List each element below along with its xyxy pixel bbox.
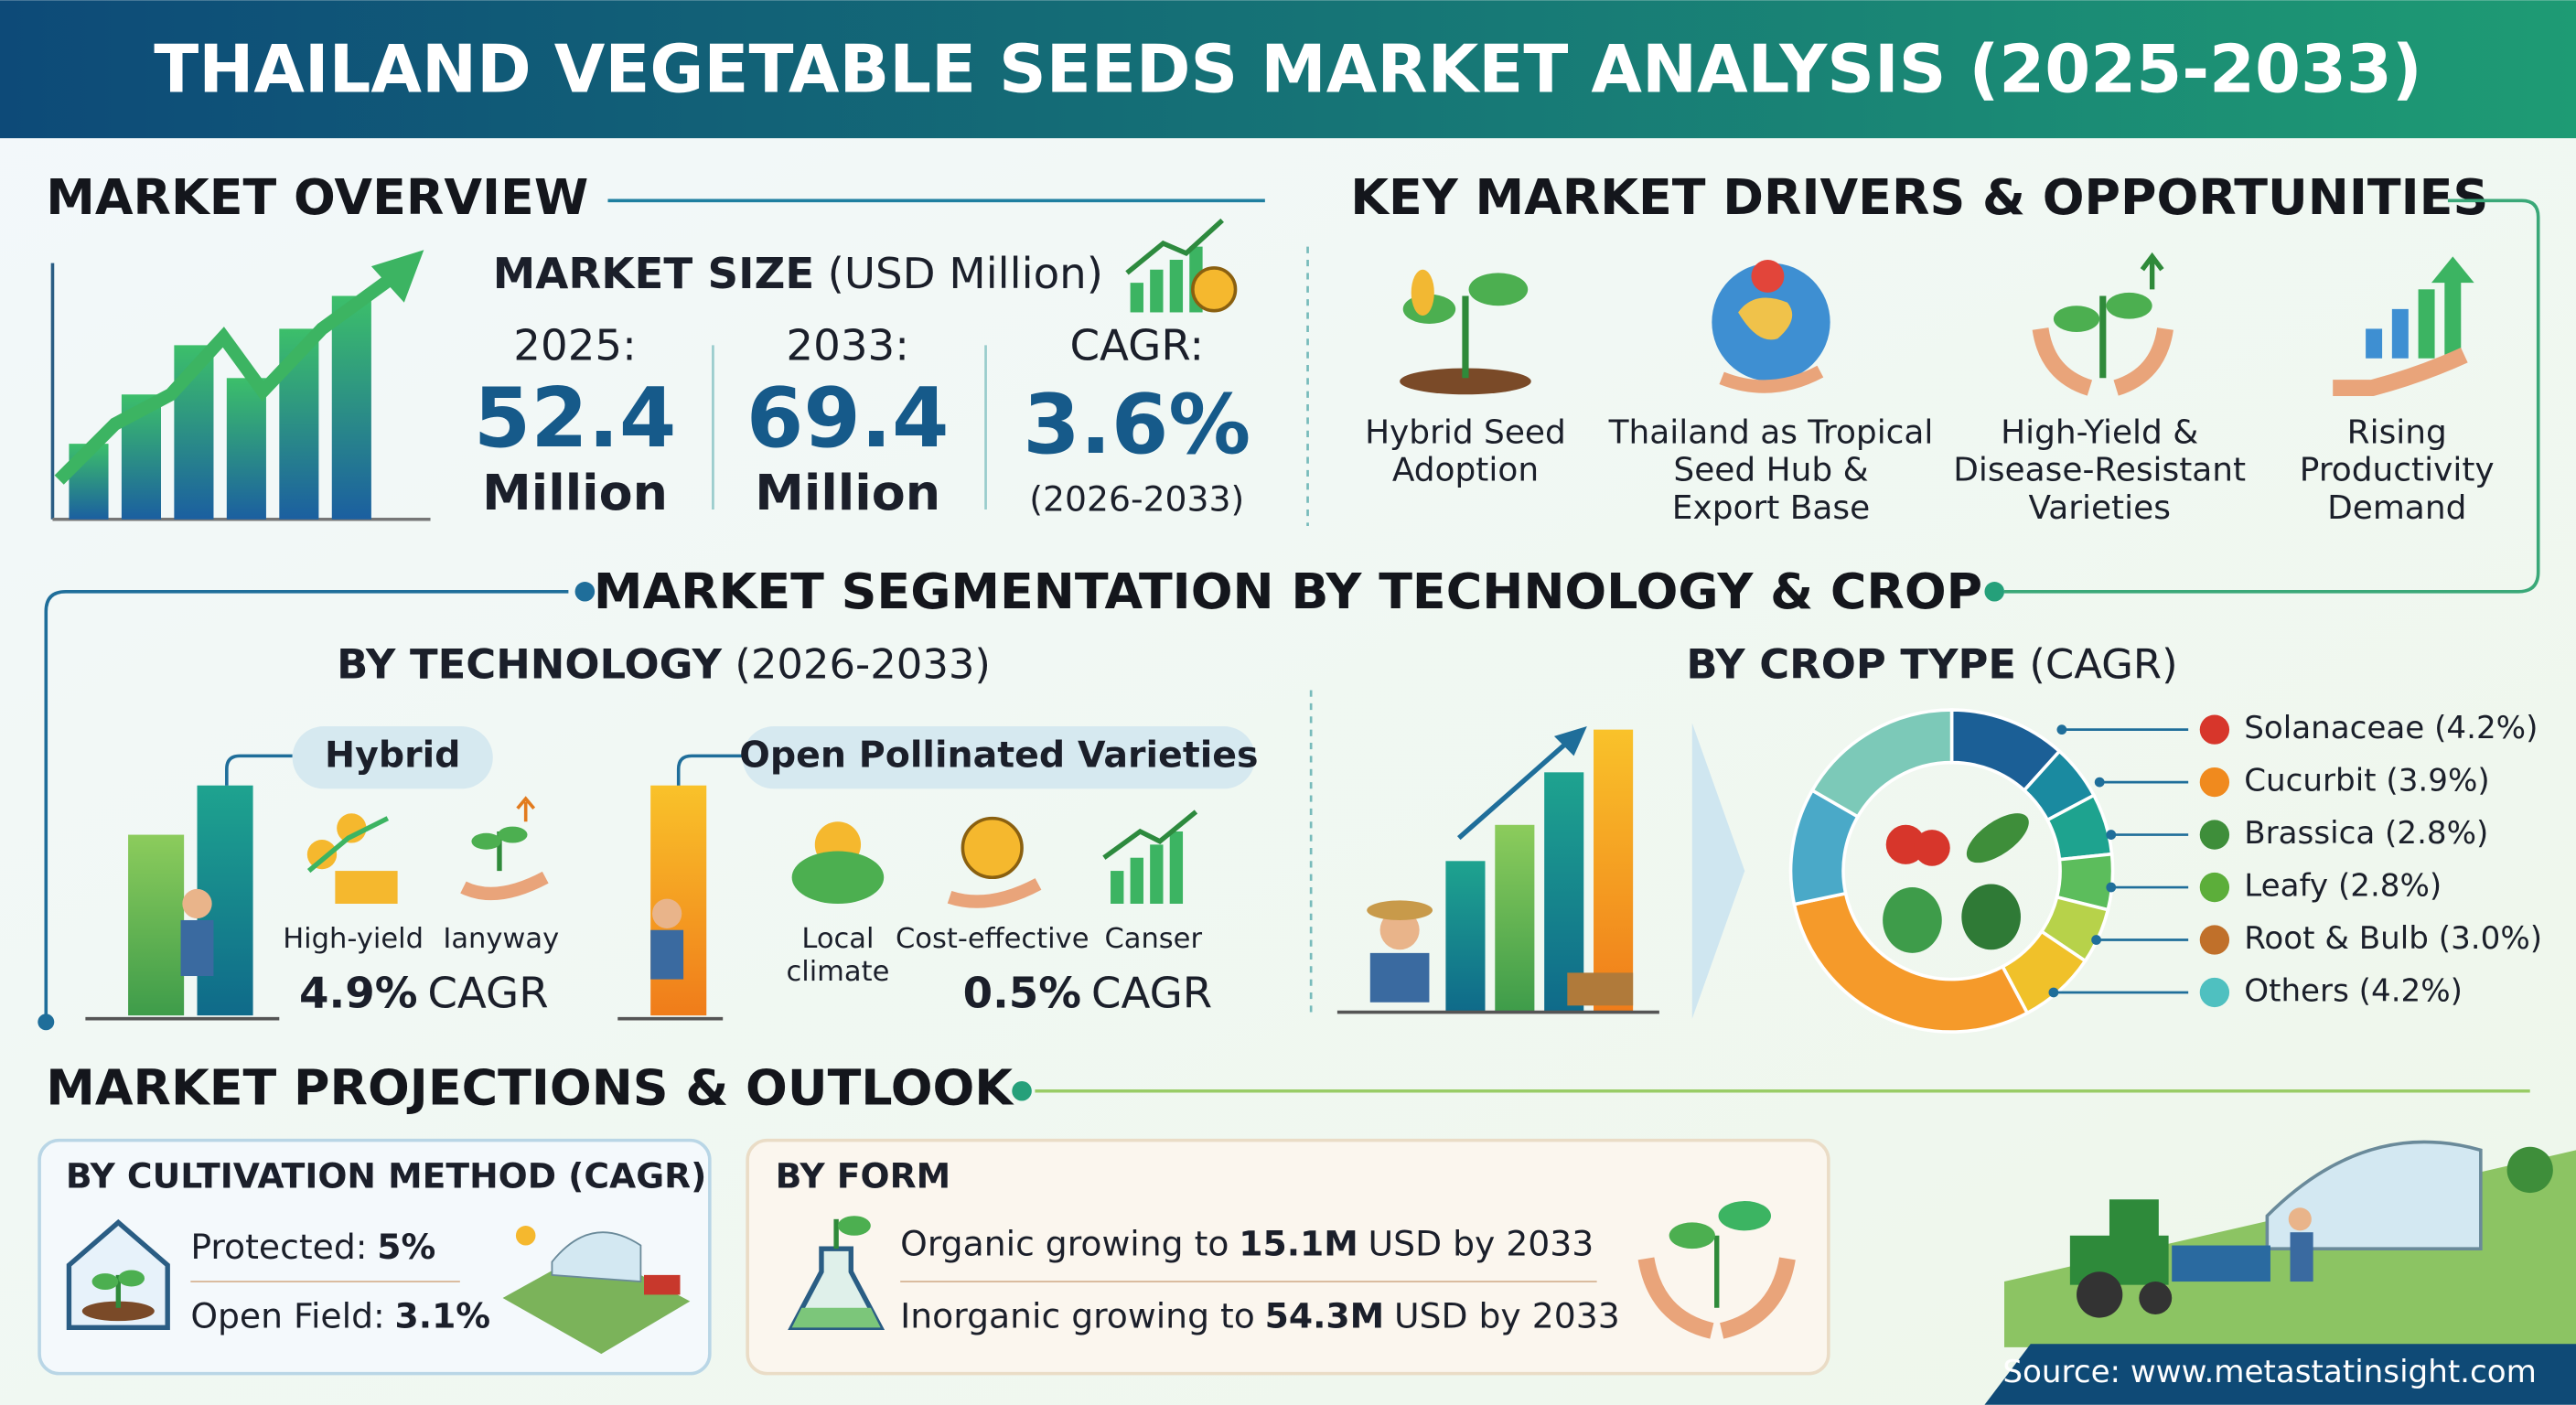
driver-label: Thailand as Tropical [1608, 413, 1934, 451]
legend-icon [2199, 820, 2230, 850]
technology-bars [85, 754, 743, 1021]
driver-icons [1400, 252, 2474, 397]
driver-label: Productivity [2300, 452, 2495, 489]
section-title: MARKET PROJECTIONS & OUTLOOK [46, 1058, 1014, 1116]
section-title: MARKET SEGMENTATION BY TECHNOLOGY & CROP [594, 563, 1982, 620]
feature-label: High-yield [283, 923, 424, 955]
card-title: BY CULTIVATION METHOD (CAGR) [66, 1155, 707, 1196]
stat-value: 3.6% [1023, 378, 1250, 473]
legend-dot [2048, 987, 2059, 998]
page-title: THAILAND VEGETABLE SEEDS MARKET ANALYSIS… [154, 31, 2422, 108]
legend-label: Brassica (2.8%) [2244, 815, 2488, 852]
feature-label: Canser [1104, 923, 1202, 955]
technology-name: Open Pollinated Varieties [739, 735, 1258, 777]
section-title: MARKET OVERVIEW [46, 168, 588, 226]
stat-year: 2033: [786, 321, 909, 370]
crop-donut [1788, 708, 2115, 1034]
stat-unit: Million [755, 464, 940, 521]
feature-label: climate [786, 956, 889, 988]
connector [44, 589, 569, 1019]
form-item: Organic growing to 15.1M USD by 2033 [900, 1223, 1594, 1263]
pill [292, 726, 493, 789]
driver-label: Hybrid Seed [1365, 413, 1566, 451]
technology-cagr: 4.9% CAGR [299, 969, 549, 1018]
technology-cagr: 0.5% CAGR [963, 969, 1213, 1018]
feature-label: Local [801, 923, 874, 955]
connector-dot [1984, 582, 2005, 602]
legend-icon [2199, 977, 2230, 1008]
legend-label: Root & Bulb (3.0%) [2244, 920, 2542, 957]
donut-segment [1792, 891, 2030, 1034]
feature-icons [306, 796, 1198, 908]
legend-label: Cucurbit (3.9%) [2244, 763, 2489, 799]
header-bar [0, 0, 2576, 139]
greenhouse-icon [66, 1218, 170, 1331]
source: Source: www.metastatinsight.com [2002, 1354, 2536, 1390]
legend-dot [2056, 724, 2067, 735]
legend-label: Solanaceae (4.2%) [2244, 710, 2538, 746]
legend-icon [2199, 925, 2230, 955]
legend-icon [2199, 872, 2230, 903]
subsection-title: BY TECHNOLOGY (2026-2033) [337, 639, 991, 688]
crop-bars [1336, 723, 1745, 1019]
legend-dot [2106, 882, 2117, 893]
driver-label: Adoption [1392, 452, 1539, 489]
card [746, 1138, 1830, 1376]
crop-legend: Solanaceae (4.2%) Cucurbit (3.9%) Brassica… [2048, 710, 2542, 1009]
connector-dot [574, 582, 596, 602]
overview-stat: 2025: 52.4 Million 2033: 69.4 Million CA… [474, 321, 1250, 521]
donut-segment [1809, 708, 1954, 820]
farm-scene [2004, 1140, 2576, 1347]
flask-icon [788, 1216, 886, 1331]
stat-value: 52.4 [474, 371, 677, 467]
technology-name: Hybrid [325, 735, 460, 777]
driver-label: Disease-Resistant [1953, 452, 2246, 489]
driver-label: Seed Hub & [1673, 452, 1868, 489]
driver-label: Rising [2347, 413, 2447, 451]
driver-label: Demand [2327, 489, 2466, 527]
legend-label: Leafy (2.8%) [2244, 868, 2442, 905]
section-title: KEY MARKET DRIVERS & OPPORTUNITIES [1350, 168, 2488, 226]
legend-dot [2106, 830, 2117, 840]
stat-unit: Million [482, 464, 668, 521]
legend-icon [2199, 767, 2230, 798]
stat-value: 69.4 [746, 371, 950, 467]
pill [742, 726, 1256, 789]
source-bar [1984, 1344, 2576, 1405]
growth-chart-icon [50, 250, 431, 521]
legend-dot [2091, 935, 2101, 945]
connector-dot [38, 1014, 55, 1031]
market-size-label: MARKET SIZE (USD Million) [493, 249, 1103, 298]
connector-dot [1012, 1080, 1032, 1101]
legend-dot [2094, 777, 2105, 788]
driver-label: High-Yield & [2001, 413, 2198, 451]
legend-label: Others (4.2%) [2244, 972, 2463, 1009]
connector [2004, 198, 2540, 594]
farm-illustration [502, 1226, 691, 1355]
form-item: Inorganic growing to 54.3M USD by 2033 [900, 1295, 1620, 1335]
stat-year: CAGR: [1069, 321, 1204, 370]
stat-year: 2025: [513, 321, 637, 370]
subsection-title: BY CROP TYPE (CAGR) [1686, 639, 2177, 688]
card-title: BY FORM [776, 1155, 950, 1196]
hands-plant-icon [1637, 1201, 1796, 1339]
legend-icon [2199, 714, 2230, 745]
stat-unit: (2026-2033) [1029, 479, 1244, 520]
feature-label: Cost-effective [896, 923, 1089, 955]
driver-label: Export Base [1672, 489, 1870, 527]
cultivation-item: Protected: 5% [190, 1227, 435, 1267]
cultivation-item: Open Field: 3.1% [190, 1295, 490, 1335]
feature-label: Ιanyway [443, 923, 559, 955]
coin-chart-icon [1125, 218, 1238, 313]
crop-icons [1883, 813, 2029, 953]
driver-label: Varieties [2028, 489, 2170, 527]
